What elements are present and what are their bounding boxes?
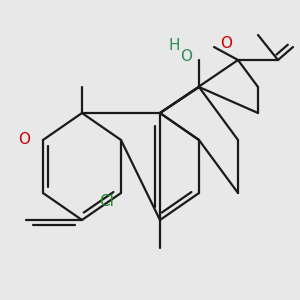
Text: O: O	[220, 36, 232, 51]
Text: Cl: Cl	[99, 194, 114, 209]
Text: H: H	[169, 38, 180, 53]
Text: O: O	[180, 50, 192, 64]
Text: O: O	[19, 132, 31, 147]
